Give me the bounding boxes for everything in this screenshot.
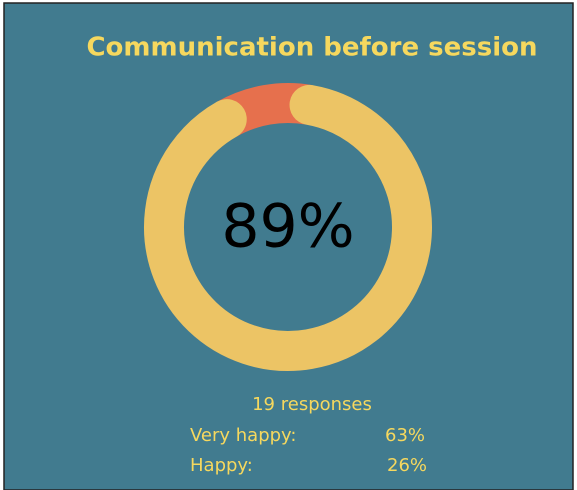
center-label: 89%	[221, 192, 354, 262]
breakdown-label: Very happy:	[190, 425, 296, 446]
annotation: 19 responses	[252, 394, 372, 415]
chart-title: Communication before session	[86, 33, 537, 63]
breakdown-label: Happy:	[190, 455, 253, 476]
donut	[144, 83, 432, 371]
breakdown-value: 26%	[387, 455, 427, 476]
breakdown-value: 63%	[385, 425, 425, 446]
donut-segment	[144, 84, 432, 371]
